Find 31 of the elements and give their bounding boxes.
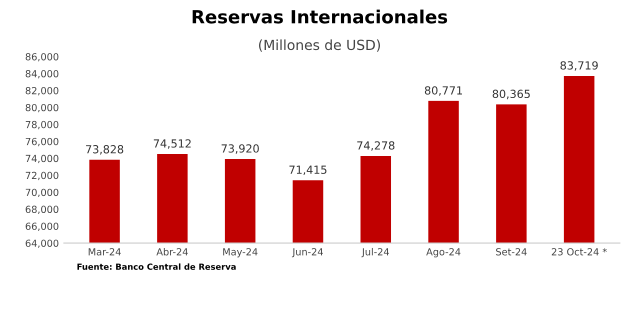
y-tick-label: 76,000	[26, 138, 58, 146]
x-tick-label: 23 Oct-24 *	[552, 248, 607, 256]
y-tick-label: 80,000	[26, 104, 58, 112]
data-label: 73,828	[86, 145, 124, 155]
data-label: 74,278	[357, 141, 394, 151]
y-tick-label: 84,000	[26, 70, 58, 78]
data-label: 80,771	[424, 86, 462, 96]
data-label: 73,920	[222, 144, 259, 154]
data-label: 71,415	[289, 166, 326, 176]
data-label: 80,365	[492, 90, 530, 100]
x-tick-label: Set-24	[496, 248, 527, 256]
x-tick-label: Jun-24	[292, 248, 323, 258]
y-tick-label: 78,000	[26, 120, 58, 130]
y-tick-label: 68,000	[26, 206, 58, 214]
source-note: Fuente: Banco Central de Reserva	[77, 263, 236, 270]
data-label: 74,512	[154, 139, 191, 149]
y-tick-label: 64,000	[26, 240, 58, 248]
y-tick-label: 70,000	[26, 188, 58, 198]
x-tick-label: Ago-24	[426, 248, 460, 258]
chart-title: Reservas Internacionales	[192, 10, 448, 24]
y-tick-label: 66,000	[26, 222, 58, 231]
x-tick-label: Abr-24	[156, 248, 188, 256]
chart-subtitle: (Millones de USD)	[259, 39, 380, 52]
x-tick-label: May-24	[223, 248, 258, 258]
y-tick-label: 74,000	[26, 154, 58, 164]
y-tick-label: 86,000	[26, 53, 58, 62]
y-tick-label: 82,000	[26, 86, 58, 96]
x-tick-label: Jul-24	[361, 248, 390, 258]
data-label: 83,719	[560, 61, 598, 71]
x-tick-label: Mar-24	[88, 248, 121, 256]
y-tick-label: 72,000	[26, 172, 58, 180]
